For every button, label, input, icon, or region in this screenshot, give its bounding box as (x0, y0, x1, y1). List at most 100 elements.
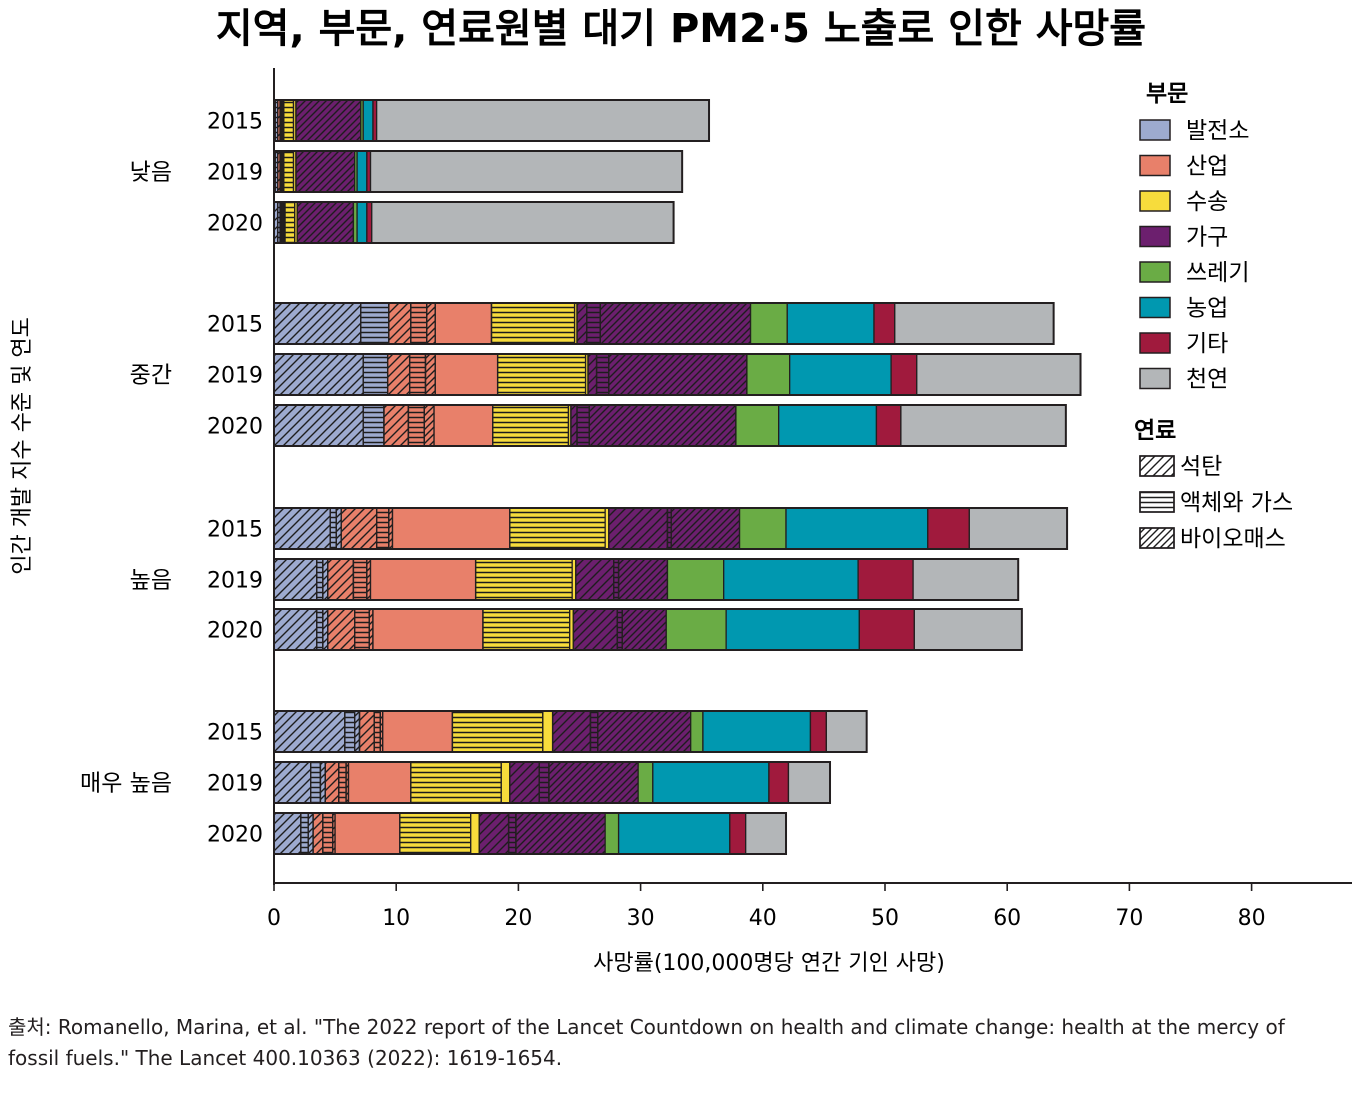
bar-segment-hatch (589, 710, 599, 753)
bar-segment-hatch (423, 404, 435, 447)
bar-segment-hatch (617, 558, 669, 601)
bar-segment (749, 302, 788, 345)
bar-segment (637, 761, 654, 804)
bar-segment (362, 99, 374, 142)
bar-segment (652, 761, 770, 804)
year-label: 2019 (207, 772, 263, 797)
bar-outline (273, 710, 868, 753)
x-tick-label: 50 (871, 906, 899, 931)
legend-fuel-swatch (1139, 527, 1175, 549)
bar-outline (273, 302, 1055, 345)
bar-segment-hatch (273, 710, 346, 753)
legend-swatch (1139, 296, 1171, 319)
bar-segment (371, 201, 675, 244)
bar-outline (273, 404, 1067, 447)
bar-segment-hatch (570, 404, 578, 447)
bar-segment (894, 302, 1055, 345)
bar-segment-hatch (327, 558, 355, 601)
bar-segment (809, 710, 827, 753)
bar-segment (916, 353, 1082, 396)
bar-segment-hatch (576, 404, 590, 447)
x-axis-label: 사망률(100,000명당 연간 기인 사망) (593, 951, 945, 976)
bar-segment-hatch (410, 302, 428, 345)
bar-segment-hatch (599, 302, 752, 345)
bar-segment-hatch (399, 812, 472, 855)
group-label: 매우 높음 (80, 771, 172, 797)
bar-segment-hatch (482, 608, 571, 651)
bar-segment-hatch (354, 710, 361, 753)
bar-segment (723, 558, 859, 601)
bar-segment-hatch (492, 404, 570, 447)
bar-segment (434, 302, 493, 345)
bar-segment-hatch (273, 812, 302, 855)
legend-label: 쓰레기 (1186, 260, 1249, 286)
bar-segment (382, 710, 454, 753)
bar-segment (690, 710, 704, 753)
bar-segment-hatch (383, 404, 410, 447)
bar-segment (927, 507, 970, 550)
bar-segment (725, 608, 860, 651)
bar-segment (666, 558, 725, 601)
bar-segment-hatch (410, 761, 502, 804)
bar-segment (787, 761, 831, 804)
legend-swatch (1139, 367, 1171, 390)
bar-segment-hatch (296, 201, 355, 244)
bar-segment-hatch (324, 761, 340, 804)
bar-segment (786, 302, 875, 345)
bar-outline (273, 201, 675, 244)
bar-segment (617, 812, 731, 855)
legend-label: 수송 (1186, 189, 1228, 215)
bar-segment-hatch (509, 761, 540, 804)
chart-title: 지역, 부문, 연료원별 대기 PM2·5 노출로 인한 사망률 (216, 6, 1146, 52)
bar-segment-hatch (354, 608, 370, 651)
legend-swatch (1139, 154, 1171, 177)
bar-segment-hatch (507, 812, 517, 855)
bar-segment-hatch (322, 608, 329, 651)
bar-segment-hatch (273, 302, 362, 345)
bar-segment-hatch (375, 507, 390, 550)
year-label: 2015 (207, 313, 263, 338)
bar-segment-hatch (576, 302, 588, 345)
bar-segment-hatch (358, 710, 375, 753)
year-label: 2020 (207, 823, 263, 848)
legend-label: 발전소 (1186, 118, 1249, 144)
bar-segment-hatch (312, 812, 324, 855)
bar-segment (702, 710, 812, 753)
bar-segment-hatch (587, 353, 598, 396)
legend-swatch (1139, 190, 1171, 212)
bar-segment-hatch (273, 761, 312, 804)
bar-segment-hatch (621, 608, 667, 651)
bar-segment-hatch (373, 710, 381, 753)
bar-segment-hatch (322, 812, 334, 855)
bar-segment-hatch (300, 812, 309, 855)
bar-segment-hatch (335, 507, 342, 550)
year-label: 2019 (207, 161, 263, 186)
bar-segment-hatch (327, 608, 356, 651)
bar-segment (785, 507, 929, 550)
year-label: 2020 (207, 212, 263, 237)
bar-segment-hatch (515, 812, 606, 855)
legend-swatch (1139, 119, 1171, 141)
bar-segment (857, 558, 914, 601)
bar-segment-hatch (608, 507, 669, 550)
year-label: 2015 (207, 721, 263, 746)
bar-segment-hatch (548, 761, 639, 804)
year-label: 2019 (207, 364, 263, 389)
bar-segment-hatch (613, 558, 620, 601)
bar-segment-hatch (616, 608, 623, 651)
bar-segment-hatch (340, 507, 378, 550)
legend-fuel-swatch (1139, 491, 1175, 513)
bar-segment-hatch (670, 507, 741, 550)
bar-segment-hatch (362, 353, 389, 396)
x-tick-label: 20 (504, 906, 532, 931)
bar-segment (372, 608, 484, 651)
bar-segment-hatch (344, 710, 356, 753)
bar-segment-hatch (572, 608, 619, 651)
bar-segment-hatch (283, 99, 295, 142)
x-tick-label: 10 (382, 906, 410, 931)
bar-segment-hatch (538, 761, 550, 804)
bar-segment-hatch (362, 404, 385, 447)
bar-outline (273, 812, 788, 855)
